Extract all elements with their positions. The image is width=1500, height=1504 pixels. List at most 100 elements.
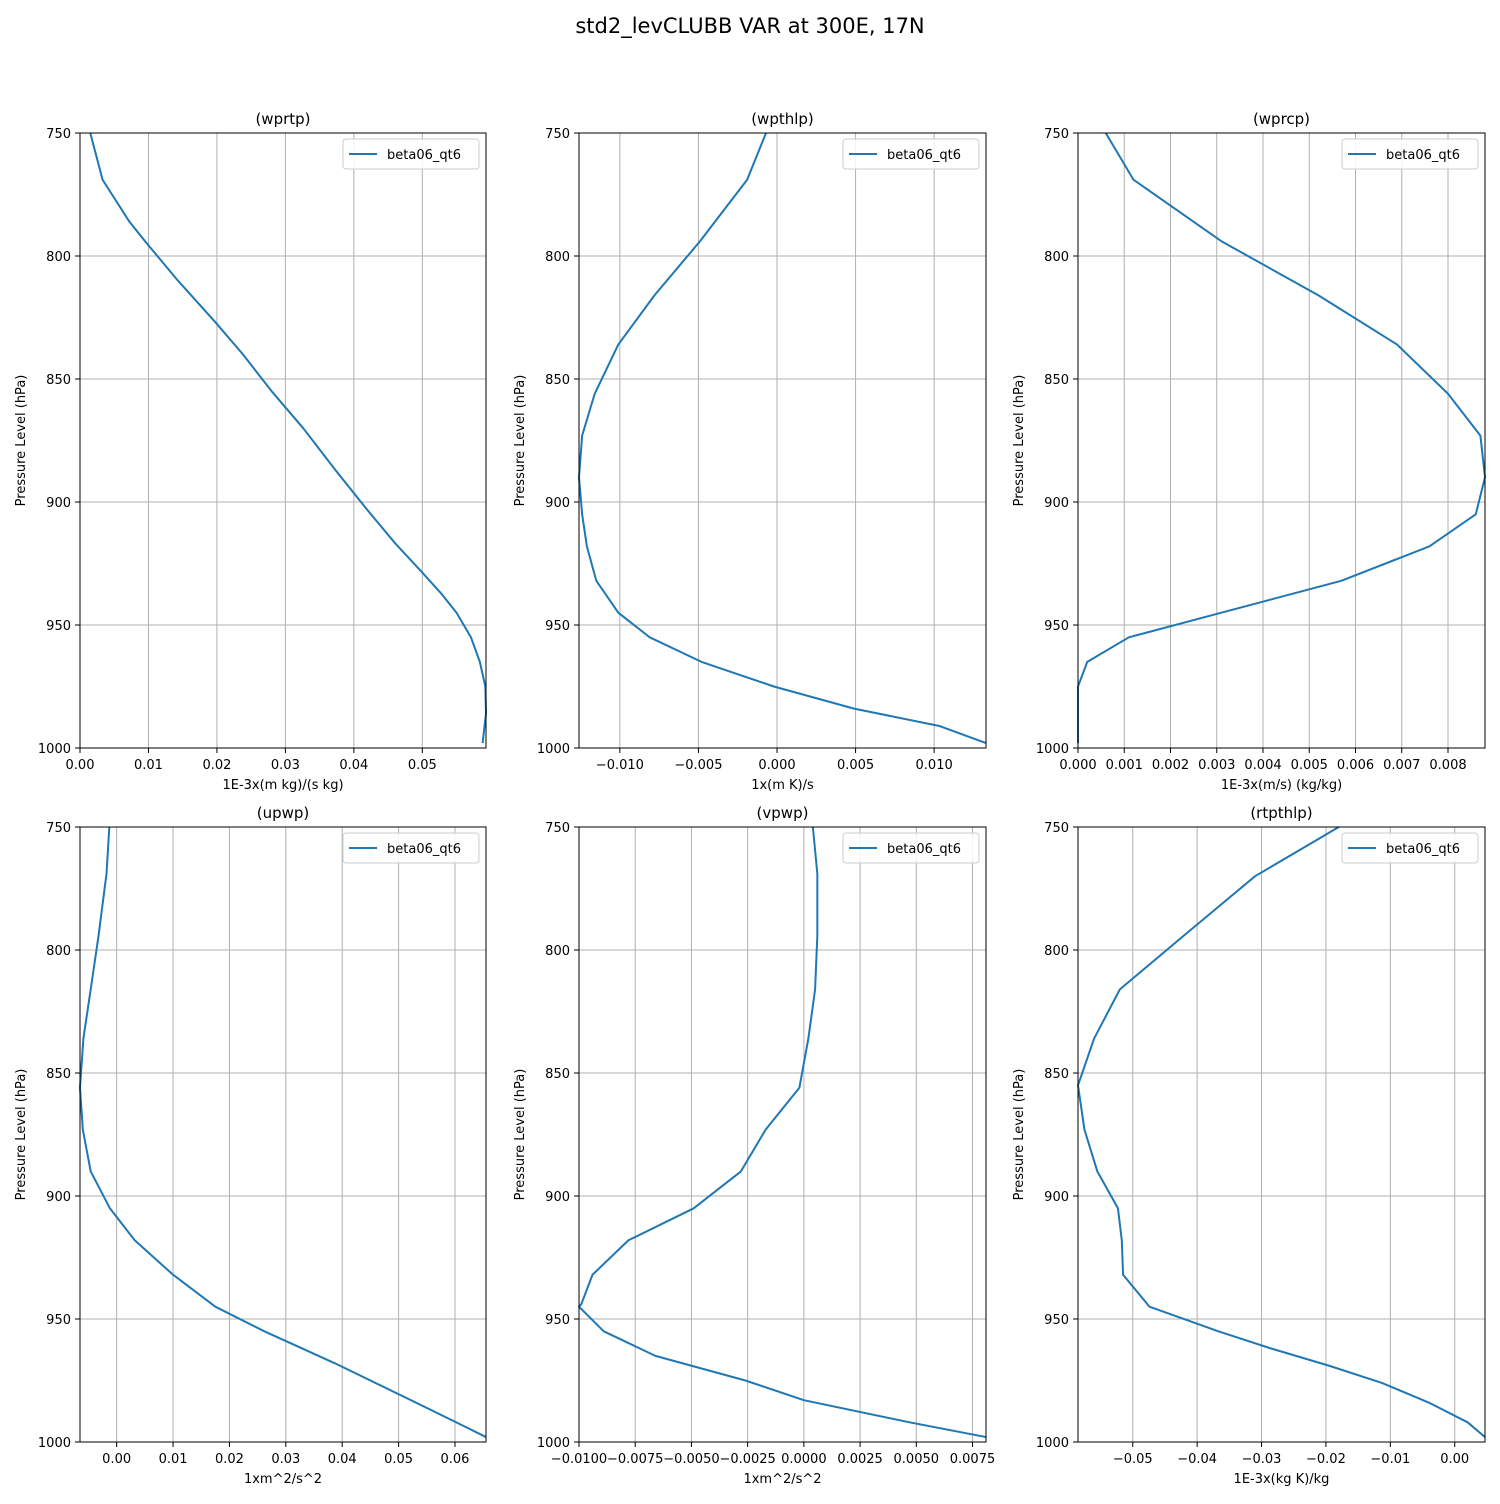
- legend: beta06_qt6: [1341, 832, 1479, 864]
- y-axis-label: Pressure Level (hPa): [14, 1069, 29, 1201]
- axes-frame: [1077, 132, 1486, 749]
- y-tick-label: 800: [46, 944, 71, 959]
- x-tick-label: −0.0075: [607, 1452, 663, 1467]
- legend-box: [1341, 138, 1479, 170]
- y-tick-label: 800: [1044, 250, 1069, 265]
- y-tick-label: 750: [545, 127, 570, 142]
- y-axis-label: Pressure Level (hPa): [513, 375, 528, 507]
- y-axis-label: Pressure Level (hPa): [1012, 1069, 1027, 1201]
- legend: beta06_qt6: [342, 138, 480, 170]
- subplot-6: −0.05 −0.04 −0.03 −0.02 −0.01 0.00 750 800 850 90…: [1012, 804, 1486, 1487]
- x-tick-label: 0.01: [159, 1452, 188, 1467]
- x-tick-label: 0.03: [271, 1452, 300, 1467]
- figure-title: std2_levCLUBB VAR at 300E, 17N: [575, 14, 925, 38]
- x-tick-label: 0.000: [758, 758, 795, 773]
- axes-frame: [1077, 826, 1486, 1443]
- x-tick-label: −0.0050: [663, 1452, 719, 1467]
- legend-label: beta06_qt6: [387, 842, 461, 857]
- y-tick-label: 850: [46, 1067, 71, 1082]
- y-tick-label: 750: [545, 821, 570, 836]
- x-axis-label: 1xm^2/s^2: [244, 1472, 322, 1487]
- x-tick-label: 0.05: [408, 758, 437, 773]
- y-axis-label: Pressure Level (hPa): [513, 1069, 528, 1201]
- y-tick-label: 800: [545, 944, 570, 959]
- x-axis-label: 1xm^2/s^2: [743, 1472, 821, 1487]
- x-tick-label: 0.0025: [837, 1452, 883, 1467]
- legend-box: [342, 138, 480, 170]
- x-tick-label: 0.0000: [781, 1452, 827, 1467]
- x-tick-label: 0.001: [1106, 758, 1143, 773]
- y-tick-label: 1000: [1036, 1436, 1069, 1451]
- x-tick-label: −0.04: [1177, 1452, 1217, 1467]
- x-tick-label: 0.00: [1440, 1452, 1469, 1467]
- series-line: [79, 826, 487, 1438]
- x-tick-label: 0.0050: [894, 1452, 940, 1467]
- x-tick-label: 0.004: [1244, 758, 1281, 773]
- legend-box: [1341, 832, 1479, 864]
- y-tick-label: 900: [46, 1190, 71, 1205]
- y-tick-label: 950: [545, 1313, 570, 1328]
- x-tick-label: 0.02: [202, 758, 231, 773]
- subplot-title: (wpthlp): [751, 110, 814, 128]
- x-tick-label: 0.04: [339, 758, 368, 773]
- x-tick-label: 0.0075: [950, 1452, 996, 1467]
- axes-frame: [79, 132, 487, 749]
- y-tick-label: 900: [1044, 1190, 1069, 1205]
- x-tick-label: 0.04: [328, 1452, 357, 1467]
- y-tick-label: 850: [1044, 1067, 1069, 1082]
- subplot-title: (upwp): [257, 804, 310, 822]
- x-tick-label: 0.005: [1291, 758, 1328, 773]
- x-tick-label: 0.010: [916, 758, 953, 773]
- x-tick-label: −0.02: [1306, 1452, 1346, 1467]
- x-tick-label: −0.0100: [551, 1452, 607, 1467]
- legend: beta06_qt6: [842, 138, 980, 170]
- x-tick-label: 0.000: [1059, 758, 1096, 773]
- y-tick-label: 750: [46, 127, 71, 142]
- x-tick-label: 0.005: [837, 758, 874, 773]
- series-line: [578, 132, 987, 745]
- x-axis-label: 1x(m K)/s: [751, 778, 814, 793]
- x-tick-label: 0.003: [1198, 758, 1235, 773]
- y-tick-label: 950: [1044, 1313, 1069, 1328]
- y-tick-label: 1000: [38, 742, 71, 757]
- legend-label: beta06_qt6: [387, 148, 461, 163]
- subplot-5: −0.0100 −0.0075 −0.0050 −0.0025 0.0000 0.0025…: [513, 804, 995, 1487]
- subplot-title: (wprcp): [1253, 110, 1310, 128]
- x-axis-label: 1E-3x(kg K)/kg: [1234, 1472, 1330, 1487]
- x-tick-label: −0.0025: [719, 1452, 775, 1467]
- legend-label: beta06_qt6: [887, 842, 961, 857]
- y-tick-label: 750: [1044, 127, 1069, 142]
- x-tick-label: 0.01: [134, 758, 163, 773]
- x-axis-label: 1E-3x(m kg)/(s kg): [222, 778, 343, 793]
- subplot-1: 0.00 0.01 0.02 0.03 0.04 0.05 750 800 850 900 950 1…: [14, 110, 487, 793]
- legend-box: [342, 832, 480, 864]
- y-tick-label: 1000: [537, 742, 570, 757]
- x-tick-label: 0.008: [1429, 758, 1466, 773]
- legend: beta06_qt6: [842, 832, 980, 864]
- x-tick-label: −0.01: [1370, 1452, 1410, 1467]
- x-tick-label: −0.03: [1242, 1452, 1282, 1467]
- subplot-title: (wprtp): [255, 110, 310, 128]
- legend-label: beta06_qt6: [1386, 842, 1460, 857]
- y-tick-label: 750: [46, 821, 71, 836]
- legend-label: beta06_qt6: [1386, 148, 1460, 163]
- legend-box: [842, 832, 980, 864]
- legend-label: beta06_qt6: [887, 148, 961, 163]
- series-line: [578, 826, 987, 1439]
- y-tick-label: 950: [46, 1313, 71, 1328]
- subplot-2: −0.010 −0.005 0.000 0.005 0.010 750 800 850 900 9…: [513, 110, 987, 793]
- y-tick-label: 900: [545, 1190, 570, 1205]
- legend-box: [842, 138, 980, 170]
- y-tick-label: 850: [46, 373, 71, 388]
- subplot-3: 0.000 0.001 0.002 0.003 0.004 0.005 0.006 0.007…: [1012, 110, 1486, 793]
- x-tick-label: 0.006: [1337, 758, 1374, 773]
- x-tick-label: 0.02: [215, 1452, 244, 1467]
- y-tick-label: 1000: [38, 1436, 71, 1451]
- y-tick-label: 950: [46, 619, 71, 634]
- x-axis-label: 1E-3x(m/s) (kg/kg): [1221, 778, 1342, 793]
- series-line: [89, 132, 487, 744]
- y-tick-label: 800: [1044, 944, 1069, 959]
- subplot-4: 0.00 0.01 0.02 0.03 0.04 0.05 0.06 750 800 850 900…: [14, 804, 487, 1487]
- x-tick-label: 0.002: [1152, 758, 1189, 773]
